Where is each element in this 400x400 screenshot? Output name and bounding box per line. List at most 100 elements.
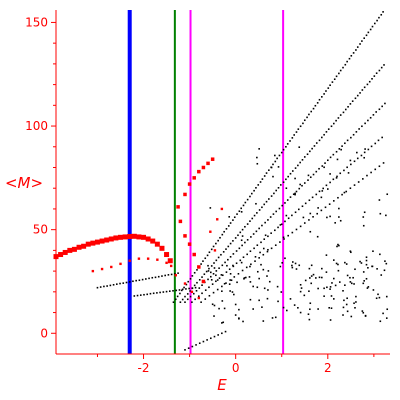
data-point (277, 166, 280, 168)
data-point (193, 271, 196, 274)
data-point (156, 292, 158, 294)
data-point (196, 281, 198, 284)
data-point (334, 222, 336, 224)
data-point (374, 142, 377, 145)
data-point (306, 116, 308, 119)
data-point (329, 319, 332, 321)
data-point (344, 284, 346, 286)
data-point (308, 199, 311, 202)
data-point (188, 287, 190, 290)
data-point (267, 219, 269, 221)
data-point (191, 275, 194, 277)
data-point (229, 279, 231, 281)
data-point (342, 306, 345, 309)
data-point (195, 289, 198, 292)
data-point (255, 187, 257, 189)
data-point (363, 280, 366, 282)
data-point (215, 270, 218, 272)
data-point (159, 291, 161, 294)
data-point (340, 148, 342, 151)
data-point (211, 283, 214, 285)
data-point (283, 238, 285, 240)
data-point (137, 257, 141, 260)
data-point (229, 256, 232, 258)
data-point (306, 153, 309, 156)
data-point (240, 211, 243, 213)
data-point (226, 264, 228, 267)
data-point (295, 190, 298, 193)
data-point (277, 187, 280, 189)
data-point (117, 234, 123, 240)
data-point (272, 213, 275, 215)
data-point (304, 279, 307, 282)
data-point (299, 225, 302, 228)
data-point (341, 145, 343, 147)
data-point (289, 298, 292, 300)
data-point (215, 280, 217, 283)
data-point (234, 303, 237, 306)
data-point (256, 244, 259, 247)
data-point (352, 133, 355, 136)
y-tick-label: 50 (33, 223, 48, 237)
data-point (233, 216, 236, 219)
data-point (223, 282, 226, 285)
data-point (99, 238, 105, 244)
data-point (267, 289, 269, 291)
data-point (215, 259, 218, 262)
data-point (213, 315, 215, 317)
data-point (184, 301, 186, 303)
data-point (325, 184, 328, 187)
data-point (218, 307, 220, 310)
data-point (221, 290, 223, 293)
data-point (286, 199, 289, 201)
data-point (138, 279, 141, 282)
data-point (238, 210, 241, 213)
data-point (242, 256, 245, 259)
data-point (284, 220, 286, 223)
data-point (337, 263, 339, 266)
data-point (294, 167, 297, 169)
data-point (201, 276, 203, 278)
data-point (328, 203, 331, 205)
data-point (279, 265, 282, 268)
data-point (167, 258, 173, 264)
data-point (96, 286, 99, 289)
data-point (212, 291, 215, 294)
data-point (329, 215, 331, 218)
data-point (227, 258, 229, 261)
data-point (240, 261, 243, 264)
data-point (345, 263, 348, 265)
data-point (287, 217, 290, 220)
data-point (190, 290, 194, 294)
data-point (375, 111, 377, 113)
data-point (336, 175, 338, 178)
data-point (197, 296, 201, 300)
data-point (302, 122, 304, 125)
data-point (367, 31, 370, 34)
data-point (295, 228, 298, 231)
data-point (104, 237, 110, 243)
data-point (125, 281, 128, 284)
data-point (331, 81, 334, 83)
data-point (284, 257, 286, 260)
data-point (303, 119, 306, 122)
data-point (336, 245, 338, 248)
data-point (352, 52, 355, 54)
data-point (344, 108, 347, 111)
data-point (346, 297, 348, 300)
data-point (325, 90, 327, 92)
data-point (187, 280, 190, 283)
data-point (242, 320, 244, 323)
data-point (346, 139, 349, 142)
data-point (229, 242, 232, 245)
data-point (323, 287, 325, 290)
data-point (164, 274, 166, 277)
data-point (321, 96, 323, 98)
data-point (241, 235, 244, 237)
data-point (318, 139, 321, 142)
data-point (320, 196, 323, 199)
data-point (317, 207, 319, 209)
data-point (307, 179, 309, 181)
data-point (221, 274, 224, 277)
data-point (353, 160, 356, 163)
